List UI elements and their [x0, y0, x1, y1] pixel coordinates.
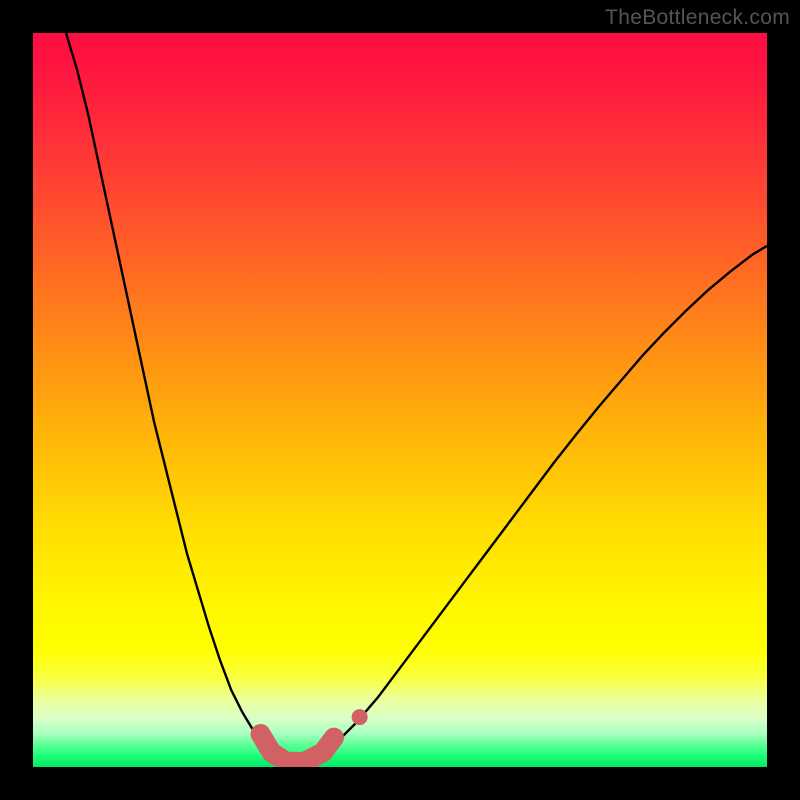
chart-plot-background	[33, 33, 767, 767]
highlight-dot	[352, 709, 368, 725]
bottleneck-chart	[0, 0, 800, 800]
watermark-text: TheBottleneck.com	[605, 6, 790, 30]
chart-container: TheBottleneck.com	[0, 0, 800, 800]
